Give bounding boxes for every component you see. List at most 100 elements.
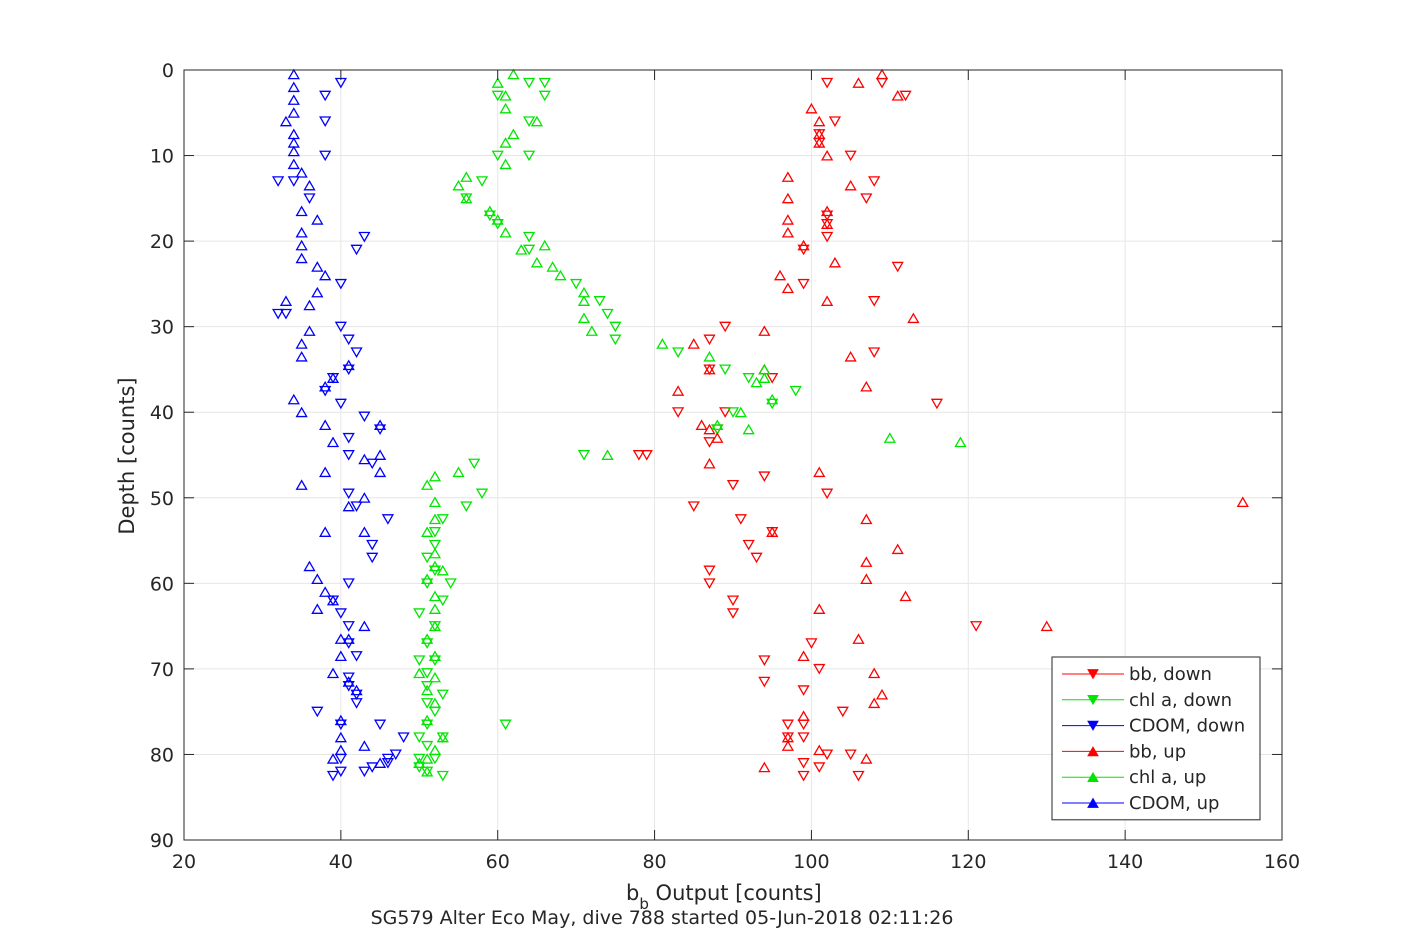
marker-chl-a-down: [570, 278, 583, 290]
data-markers: [271, 68, 1249, 782]
marker-bb-down: [758, 471, 771, 483]
marker-chl-a-up: [428, 697, 442, 709]
marker-chl-a-up: [734, 406, 747, 418]
marker-cdom-up: [319, 419, 332, 431]
legend-marker: [1087, 720, 1099, 731]
marker-cdom-up: [350, 684, 363, 696]
series-cdom-up: [279, 68, 387, 768]
marker-bb-up: [781, 740, 795, 751]
marker-bb-up: [820, 218, 834, 229]
marker-bb-down: [813, 762, 826, 773]
marker-bb-down: [797, 685, 810, 696]
y-tick-label: 70: [150, 659, 174, 681]
marker-chl-a-up: [742, 423, 755, 435]
marker-cdom-up: [303, 299, 316, 311]
marker-cdom-down: [311, 706, 324, 718]
marker-cdom-up: [311, 573, 324, 585]
marker-bb-down: [726, 479, 740, 491]
marker-cdom-down: [397, 732, 410, 743]
marker-cdom-up: [319, 466, 332, 478]
marker-chl-a-down: [413, 732, 426, 743]
marker-chl-a-up: [421, 479, 434, 490]
marker-chl-a-up: [577, 312, 591, 324]
marker-cdom-up: [311, 261, 324, 272]
marker-cdom-down: [342, 432, 355, 444]
legend-label: CDOM, up: [1129, 793, 1219, 814]
marker-chl-a-down: [726, 407, 740, 418]
marker-cdom-up: [303, 325, 316, 336]
marker-bb-up: [852, 77, 865, 88]
marker-cdom-down: [358, 766, 371, 778]
marker-chl-a-up: [428, 650, 442, 662]
marker-bb-up: [781, 226, 795, 238]
axes-box: [183, 69, 1283, 841]
marker-cdom-up: [342, 359, 355, 371]
marker-bb-up: [820, 205, 834, 217]
marker-chl-a-up: [601, 449, 614, 460]
marker-bb-up: [899, 590, 912, 602]
marker-chl-a-up: [538, 239, 551, 251]
marker-chl-a-up: [883, 432, 896, 443]
marker-bb-up: [758, 325, 771, 336]
marker-bb-up: [875, 688, 889, 700]
marker-cdom-up: [279, 295, 293, 306]
marker-chl-a-up: [577, 295, 591, 306]
marker-chl-a-down: [522, 77, 536, 89]
marker-cdom-up: [287, 393, 300, 405]
marker-cdom-up: [319, 380, 332, 392]
marker-bb-down: [687, 501, 700, 512]
x-axis-label-base: b: [626, 881, 639, 905]
marker-chl-a-up: [428, 671, 442, 683]
marker-bb-down: [868, 347, 881, 358]
marker-cdom-up: [358, 740, 371, 751]
marker-bb-down: [844, 150, 857, 162]
marker-cdom-down: [358, 411, 371, 423]
marker-cdom-down: [334, 608, 347, 619]
marker-cdom-down: [342, 334, 355, 346]
marker-chl-a-up: [499, 102, 512, 114]
y-tick-label: 20: [150, 231, 174, 253]
marker-chl-a-down: [491, 150, 504, 162]
marker-bb-down: [836, 706, 849, 718]
marker-cdom-down: [279, 308, 293, 320]
marker-cdom-up: [287, 107, 300, 118]
marker-chl-a-up: [428, 590, 442, 602]
legend-item: CDOM, down: [1062, 716, 1245, 737]
marker-cdom-down: [334, 278, 347, 290]
marker-cdom-down: [366, 539, 379, 551]
marker-chl-a-up: [421, 526, 434, 537]
marker-chl-a-down: [475, 176, 489, 187]
marker-bb-down: [805, 638, 818, 649]
marker-bb-down: [844, 749, 857, 761]
marker-chl-a-down: [522, 150, 536, 162]
marker-cdom-down: [334, 766, 347, 778]
legend-marker: [1087, 797, 1099, 808]
marker-bb-up: [860, 380, 873, 392]
marker-chl-a-up: [428, 470, 442, 482]
marker-bb-up: [781, 214, 795, 225]
marker-chl-a-up: [585, 325, 598, 336]
marker-cdom-up: [287, 81, 300, 93]
legend-item: bb, down: [1062, 664, 1212, 685]
marker-cdom-up: [295, 239, 308, 251]
marker-bb-up: [1236, 496, 1249, 508]
marker-cdom-up: [326, 753, 340, 764]
y-tick-label: 80: [150, 744, 174, 766]
marker-chl-a-up: [507, 128, 520, 140]
marker-bb-up: [820, 149, 834, 161]
marker-chl-a-up: [499, 90, 512, 101]
marker-chl-a-down: [413, 608, 426, 619]
marker-chl-a-up: [515, 244, 528, 255]
marker-chl-a-down: [671, 347, 685, 358]
marker-bb-up: [813, 744, 826, 756]
marker-bb-up: [1040, 620, 1053, 632]
marker-bb-up: [907, 312, 920, 324]
marker-bb-up: [860, 513, 873, 525]
legend-item: CDOM, up: [1062, 793, 1219, 814]
chart-title: SG579 Alter Eco May, dive 788 started 05…: [371, 907, 954, 929]
marker-chl-a-up: [421, 633, 434, 644]
marker-cdom-up: [319, 526, 332, 537]
marker-chl-a-up: [436, 731, 449, 743]
marker-bb-up: [797, 239, 810, 251]
